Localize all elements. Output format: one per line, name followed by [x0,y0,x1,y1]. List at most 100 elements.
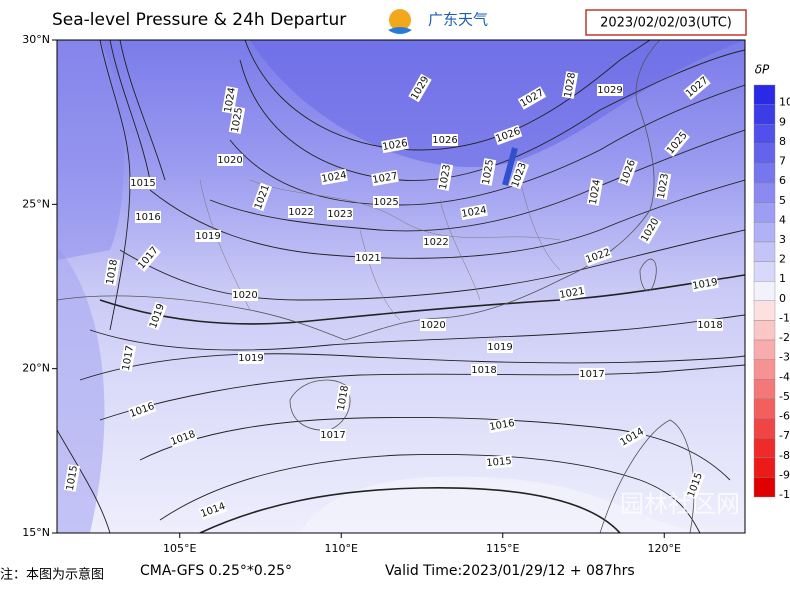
colorbar-tick: -7 [779,429,790,442]
colorbar-cell [753,398,776,419]
colorbar-tick: 2 [779,253,786,266]
contour-label-bg [517,86,547,110]
colorbar-cell [753,457,776,478]
contour-label: 1028 [563,72,578,99]
colorbar-tick: 10 [779,96,790,109]
contour-label: 1021 [559,286,586,301]
contour-label: 1022 [288,207,313,218]
arrow [502,147,518,186]
colorbar-tick: 8 [779,135,786,148]
contour-label: 1025 [373,197,398,208]
colorbar-cell [753,222,776,243]
contour-label: 1018 [697,320,722,331]
contour-label: 1017 [320,430,345,441]
colorbar-tick: 4 [779,213,786,226]
contour-label: 1024 [588,179,603,206]
contour-label-bg [684,470,706,500]
contour-label-bg [583,245,613,267]
contour-label-bg [488,416,516,434]
colorbar-cell [753,339,776,360]
colorbar-tick: 1 [779,272,786,285]
colorbar-label: δP [755,63,770,77]
colorbar-cell [753,379,776,400]
contour-label-bg [195,230,221,242]
colorbar-cell [753,477,776,498]
colorbar-tick: -5 [779,390,790,403]
contour-label-bg [119,344,137,372]
contour-label-bg [508,160,530,190]
contour-label-bg [561,71,579,99]
contour-label: 1023 [656,173,671,200]
contour-label: 1024 [321,170,348,185]
contour-label: 1019 [238,353,263,364]
map-area: 1024 1025 1020 1021 1015 1016 1019 1017 1018 1020… [57,40,745,533]
map-frame [56,39,746,534]
footer-model: CMA-GFS 0.25°*0.25° [140,563,292,579]
contour-label: 1020 [232,290,257,301]
contour-label-bg [423,236,449,248]
colorbar-tick: -9 [779,468,790,481]
contour-label: 1025 [230,107,245,134]
contour-label: 1020 [420,320,445,331]
colorbar-tick: -6 [779,410,790,423]
lat-label: 30°N [22,33,50,46]
contour-label-bg [638,215,662,245]
contour-label-bg [355,252,381,264]
lon-label: 105°E [163,542,196,555]
contour-label: 1026 [432,135,457,146]
contour-label: 1024 [461,205,488,220]
contour-label-bg [597,84,623,96]
contour-label: 1029 [597,85,622,96]
lat-label: 25°N [22,197,50,210]
contour-label: 1023 [327,209,352,220]
contour-label: 1015 [65,465,80,492]
contour-label-bg [487,341,513,353]
contour-label-bg [408,73,432,103]
contour-label-bg [558,284,586,302]
colorbar-cell [753,163,776,184]
contour-label-bg [251,182,273,212]
contour-label: 1018 [105,259,120,286]
colorbar-cell [753,359,776,380]
contour-label-bg [697,319,723,331]
date-box [585,9,747,36]
contour-label-bg [288,206,314,218]
logo-icon [389,9,411,31]
contour-label: 1022 [423,237,448,248]
contour-label-bg [432,134,458,146]
colorbar-tick: 7 [779,155,786,168]
contour-label-bg [168,427,198,449]
contour-label-bg [493,124,523,146]
contour-label: 1017 [579,369,604,380]
colorbar-tick: 6 [779,174,786,187]
colorbar-tick: 0 [779,292,786,305]
lon-label: 110°E [325,542,358,555]
logo-wave [388,27,412,34]
contour-label-bg [63,464,81,492]
contour-label-bg [130,177,156,189]
colorbar-tick: -1 [779,311,790,324]
colorbar-cell [753,182,776,203]
contour-label: 1015 [130,178,155,189]
west-band [57,250,105,533]
colorbar-cell [753,300,776,321]
contour-label: 1019 [487,342,512,353]
colorbar-cell [753,320,776,341]
contour-label-bg [373,196,399,208]
south-light [300,476,700,533]
contour-label: 1018 [471,365,496,376]
contour-label-bg [460,203,488,221]
contour-label: 1023 [438,164,453,191]
contour-label-bg [103,258,121,286]
contour-label: 1021 [355,253,380,264]
contour-label-bg [420,319,446,331]
title: Sea-level Pressure & 24h Departur [52,10,346,30]
colorbar-tick: -2 [779,331,790,344]
footer-note: 注：本图为示意图 [0,567,104,583]
date: 2023/02/02/03(UTC) [600,16,732,31]
contour-label-bg [664,129,690,157]
high-pressure-core [250,40,745,168]
contour-label-bg [691,275,719,293]
contour-label-bg [485,454,513,470]
